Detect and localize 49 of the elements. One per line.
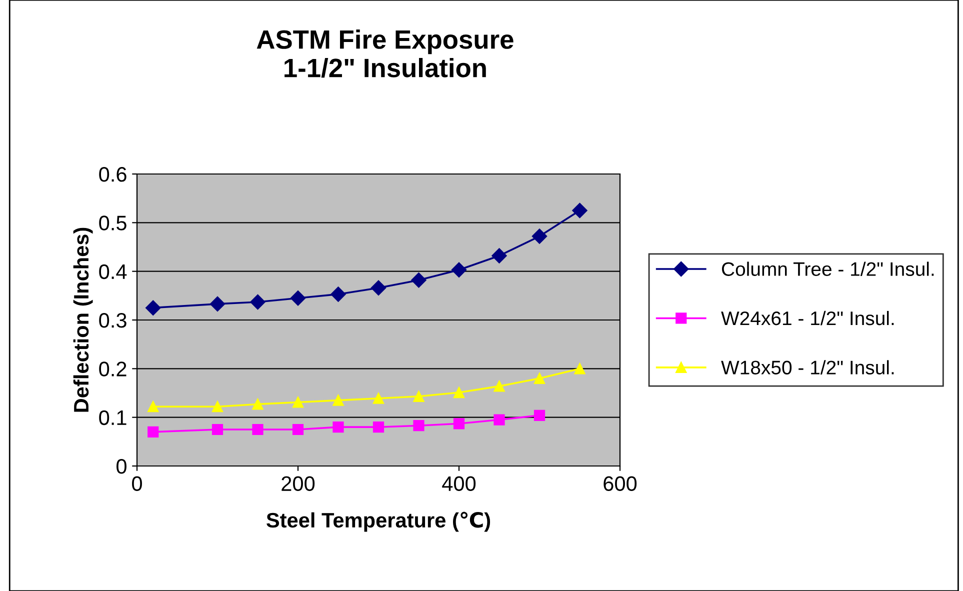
point <box>451 262 467 278</box>
point <box>212 401 224 412</box>
y-tick-label: 0.6 <box>99 167 126 182</box>
y-tick-label: 0.4 <box>99 264 127 280</box>
legend-label: Column Tree - 1/2" Insul. <box>722 262 934 276</box>
legend-label: W24x61 - 1/2" Insul. <box>721 310 894 326</box>
x-tick-label: 200 <box>282 476 315 492</box>
y-axis-title: Deflection (Inches) <box>73 228 93 412</box>
point <box>534 410 546 421</box>
point <box>250 294 266 310</box>
x-tick-label: 600 <box>604 476 637 492</box>
point <box>252 398 264 410</box>
point <box>492 248 507 264</box>
point <box>413 420 424 432</box>
chart-title: ASTM Fire Exposure 1-1/2" Insulation <box>256 30 514 78</box>
point <box>572 202 588 218</box>
point <box>212 424 224 436</box>
y-tick-label: 0.2 <box>99 362 126 376</box>
point <box>494 380 505 392</box>
point <box>148 426 159 438</box>
point <box>146 300 161 316</box>
point <box>372 392 384 404</box>
point <box>292 396 304 408</box>
point <box>532 228 548 244</box>
point <box>148 401 159 412</box>
x-tick-label: 0 <box>132 476 142 492</box>
legend-label: W18x50 - 1/2" Insul. <box>721 360 894 374</box>
y-tick-label: 0.3 <box>99 313 126 328</box>
point <box>332 422 344 433</box>
x-tick-label: 400 <box>442 476 476 492</box>
y-tick-label: 0.1 <box>99 410 126 426</box>
point <box>370 280 386 296</box>
point <box>330 286 346 302</box>
point <box>252 424 264 436</box>
point <box>574 363 586 374</box>
point <box>413 390 424 402</box>
point <box>290 290 306 306</box>
point <box>210 296 226 312</box>
point <box>292 424 304 436</box>
point <box>453 386 465 398</box>
y-tick-label: 0.5 <box>99 216 126 230</box>
point <box>372 422 384 433</box>
point <box>411 272 426 288</box>
point <box>332 394 344 406</box>
point <box>494 414 505 426</box>
point <box>453 418 465 430</box>
y-tick-label: 0 <box>116 459 126 474</box>
x-axis-title: Steel Temperature (℃) <box>266 512 490 532</box>
point <box>534 372 546 384</box>
